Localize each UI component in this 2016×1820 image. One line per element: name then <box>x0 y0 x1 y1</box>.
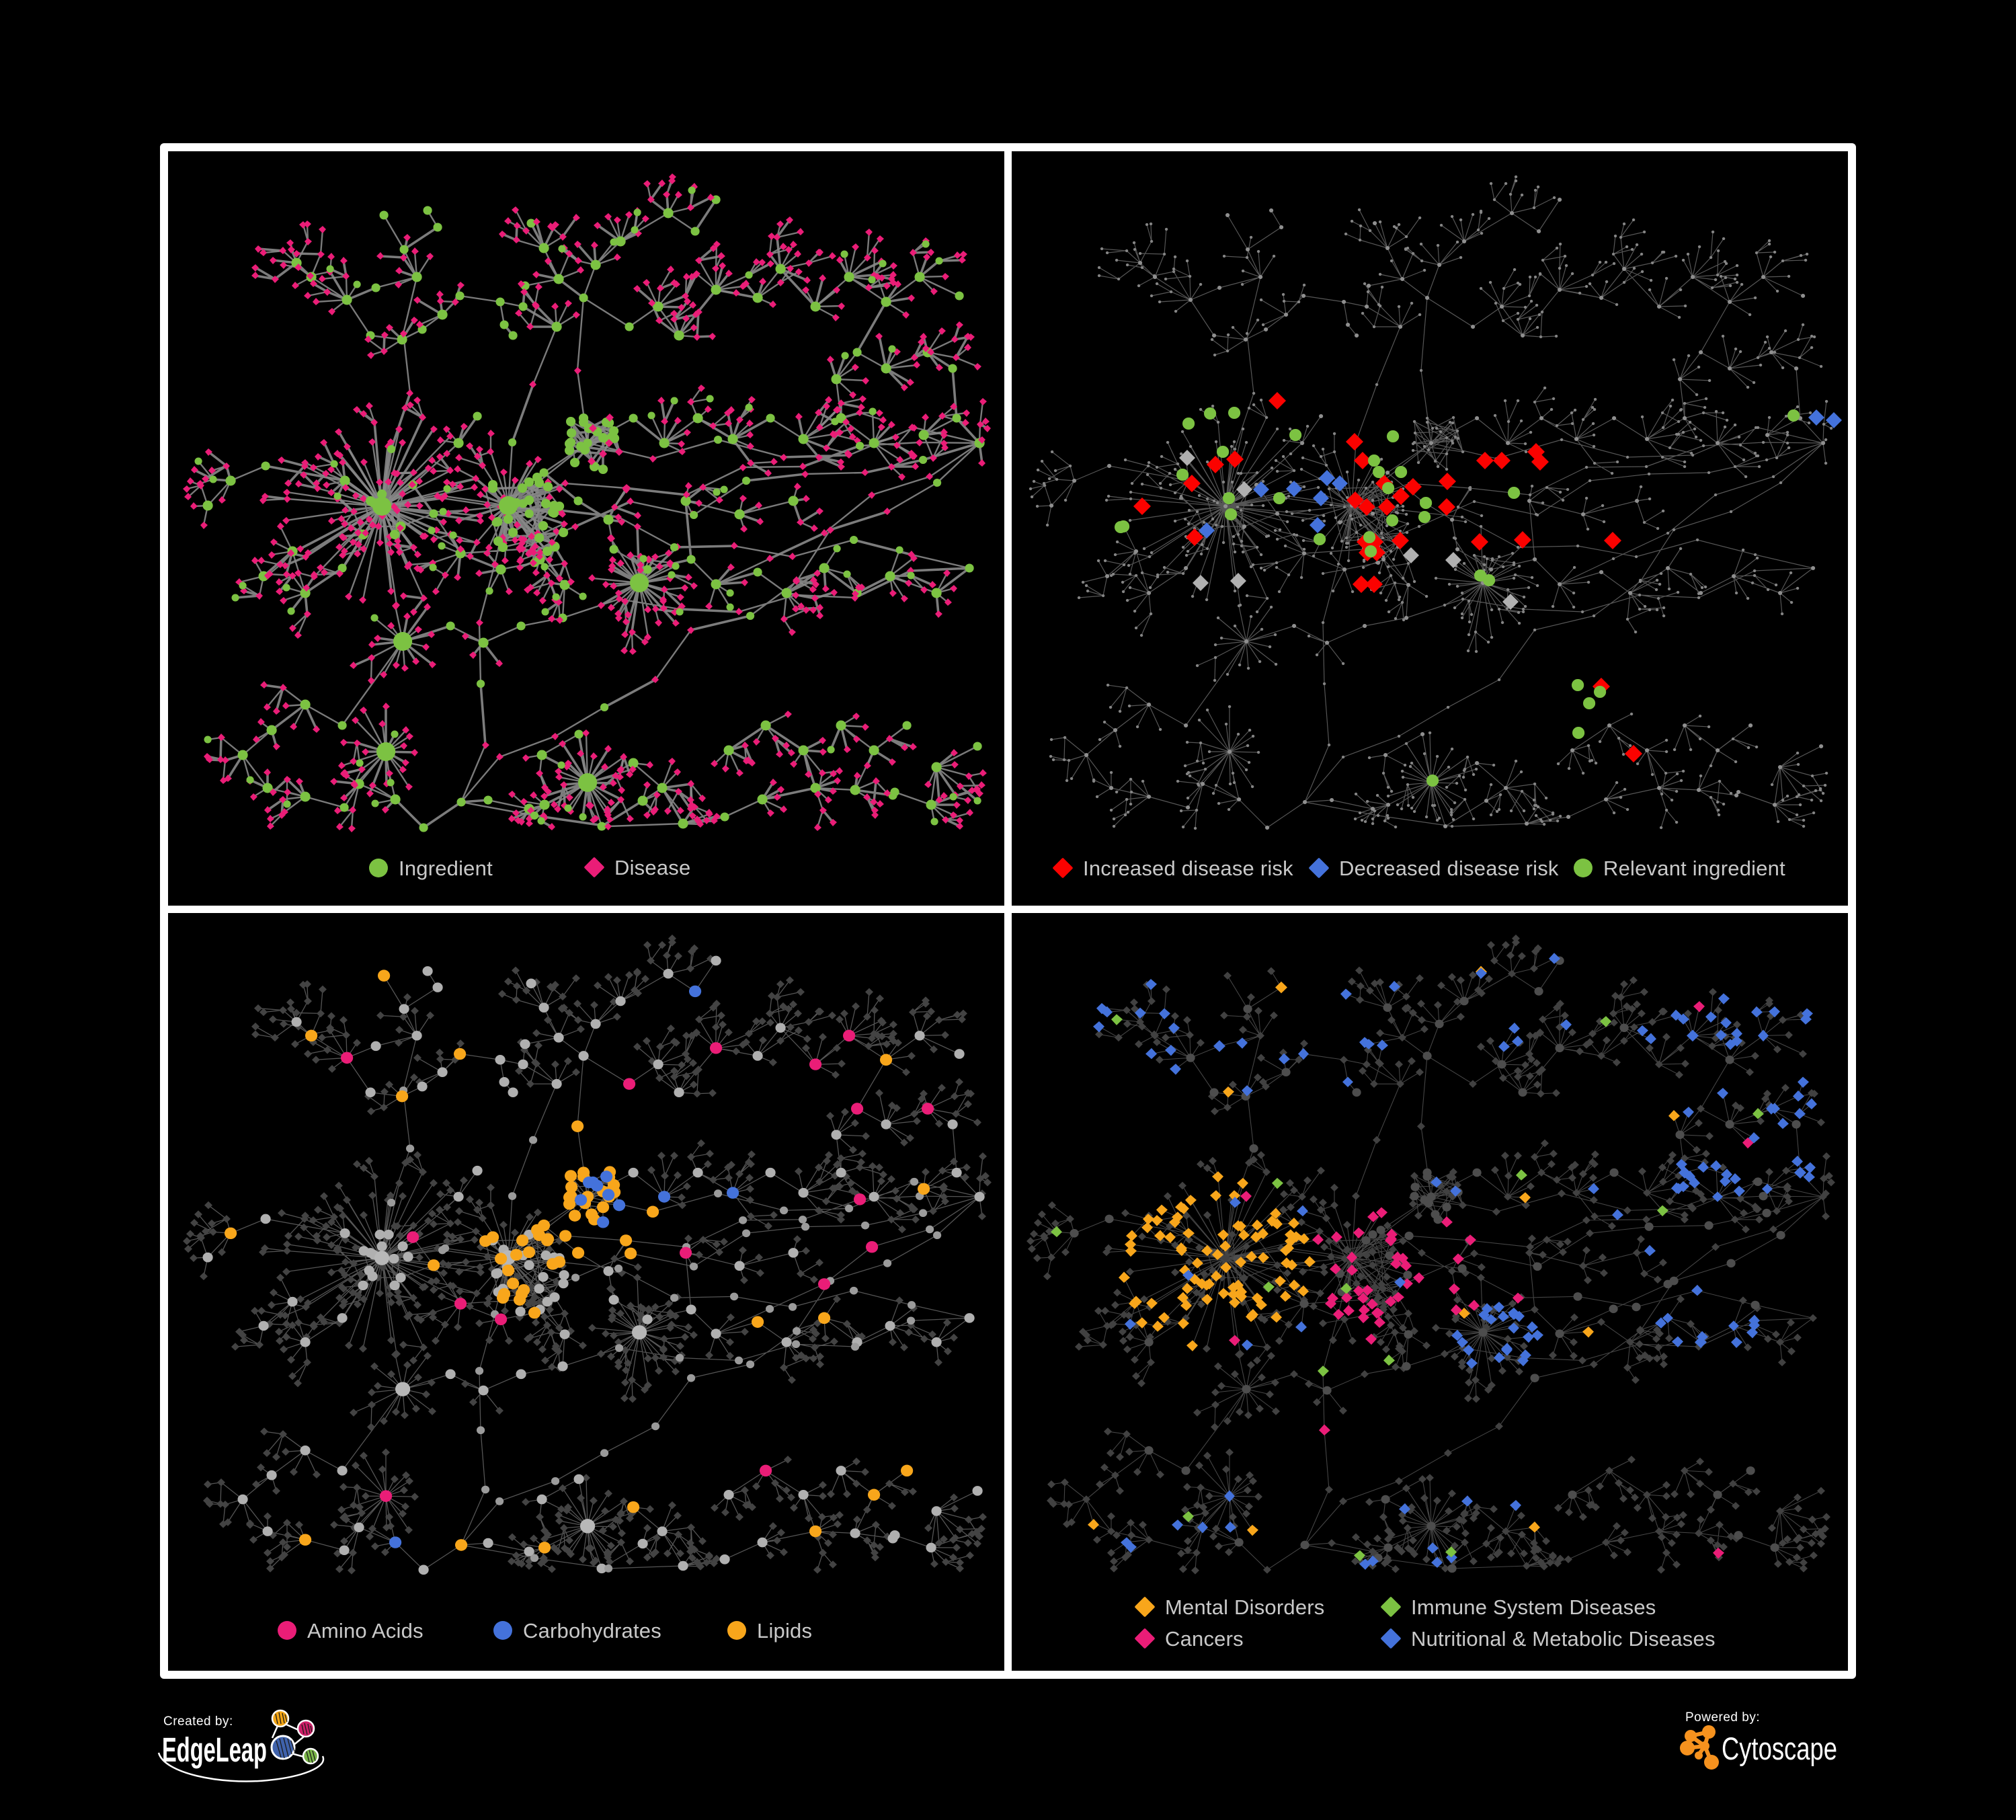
svg-text:Cytoscape: Cytoscape <box>1722 1731 1837 1766</box>
svg-text:Powered by:: Powered by: <box>1685 1710 1760 1725</box>
svg-text:Created by:: Created by: <box>163 1714 233 1729</box>
svg-text:EdgeLeap: EdgeLeap <box>162 1731 267 1769</box>
